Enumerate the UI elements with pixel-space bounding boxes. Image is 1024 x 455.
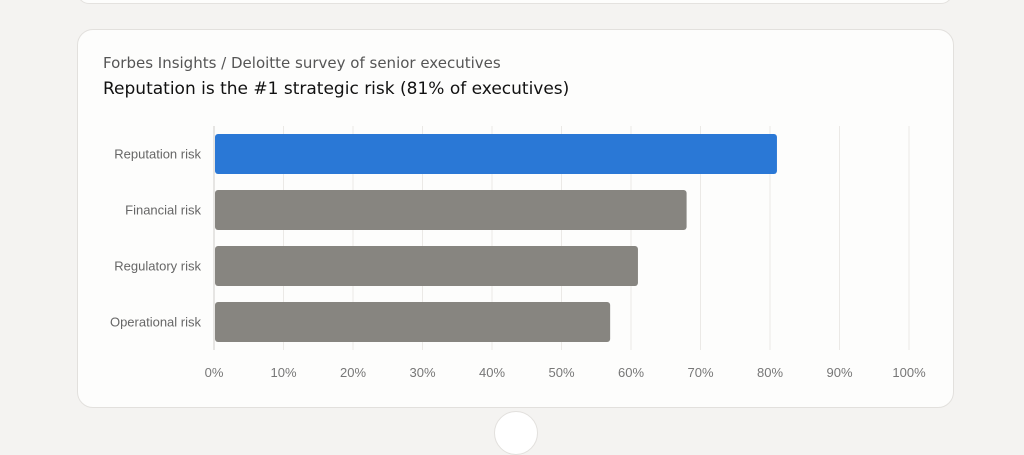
x-tick-label: 20% [340, 365, 366, 380]
scroll-next-button[interactable] [494, 411, 538, 455]
x-tick-label: 100% [892, 365, 926, 380]
category-label: Reputation risk [114, 147, 201, 162]
chart-title: Reputation is the #1 strategic risk (81%… [103, 79, 570, 99]
x-tick-label: 40% [479, 365, 505, 380]
bar-financial-risk [215, 190, 687, 230]
x-tick-label: 70% [687, 365, 713, 380]
x-tick-label: 10% [270, 365, 296, 380]
x-tick-label: 60% [618, 365, 644, 380]
category-label: Regulatory risk [114, 259, 201, 274]
previous-card [77, 0, 953, 4]
x-tick-label: 50% [548, 365, 574, 380]
x-tick-label: 90% [826, 365, 852, 380]
x-tick-label: 80% [757, 365, 783, 380]
bar-operational-risk [215, 302, 611, 342]
category-label: Financial risk [125, 203, 201, 218]
x-tick-label: 30% [409, 365, 435, 380]
x-tick-label: 0% [205, 365, 224, 380]
chart-subtitle: Forbes Insights / Deloitte survey of sen… [103, 54, 501, 72]
chart-card: Forbes Insights / Deloitte survey of sen… [77, 29, 954, 408]
category-label: Operational risk [110, 315, 202, 330]
bar-chart: 0% 10% 20% 30% 40% 50% 60% 70% 80% 90% 100% Reputat… [110, 126, 926, 380]
bar-reputation-risk [215, 134, 777, 174]
bar-regulatory-risk [215, 246, 638, 286]
